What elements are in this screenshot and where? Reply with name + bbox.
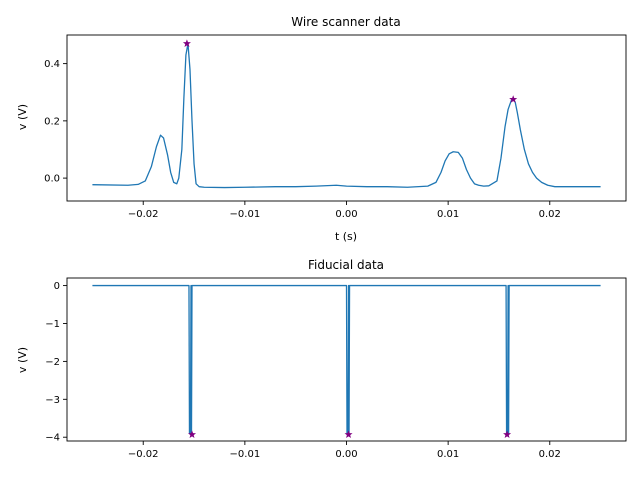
- y-tick-label: −4: [45, 433, 60, 444]
- y-tick-label: 0: [54, 281, 60, 292]
- y-axis-label: v (V): [16, 104, 29, 130]
- x-tick-label: 0.01: [437, 449, 459, 460]
- peak-marker: [182, 39, 191, 47]
- peak-marker: [188, 430, 197, 438]
- fiducial-panel: Fiducial data −0.02 −0.01 0.00 0.01 0.020−1−…: [16, 258, 627, 460]
- x-tick-label: 0.02: [539, 209, 561, 220]
- y-tick-label: 0.0: [44, 174, 60, 185]
- chart-title: Wire scanner data: [291, 15, 400, 29]
- y-tick-label: 0.4: [44, 59, 60, 70]
- peak-marker: [344, 430, 353, 438]
- y-tick-label: −1: [45, 319, 60, 330]
- series-line: [92, 42, 601, 189]
- y-tick-label: −3: [45, 395, 60, 406]
- x-tick-label: 0.02: [539, 449, 561, 460]
- x-tick-label: −0.02: [128, 449, 159, 460]
- series-line: [92, 284, 601, 435]
- x-tick-label: 0.01: [437, 209, 459, 220]
- chart-title: Fiducial data: [308, 258, 384, 272]
- peak-marker: [509, 95, 518, 103]
- x-tick-label: −0.01: [230, 449, 261, 460]
- y-tick-label: 0.2: [44, 116, 60, 127]
- wire-scanner-plot-area: −0.02 −0.01 0.00 0.01 0.02 0.0 0.2 0.4: [44, 34, 627, 220]
- y-tick-label: −2: [45, 357, 60, 368]
- fiducial-plot-area: −0.02 −0.01 0.00 0.01 0.02 0 −1 −2 −3 −4: [45, 277, 627, 460]
- x-tick-label: 0.00: [335, 209, 357, 220]
- x-tick-label: −0.02: [128, 209, 159, 220]
- wire-scanner-panel: Wire scanner data −0.02 −0.01 0.00 0.01 0.02…: [16, 15, 627, 243]
- peak-marker: [503, 430, 512, 438]
- x-axis-label: t (s): [335, 230, 357, 243]
- x-tick-label: −0.01: [230, 209, 261, 220]
- x-tick-label: 0.00: [335, 449, 357, 460]
- y-axis-label: v (V): [16, 347, 29, 373]
